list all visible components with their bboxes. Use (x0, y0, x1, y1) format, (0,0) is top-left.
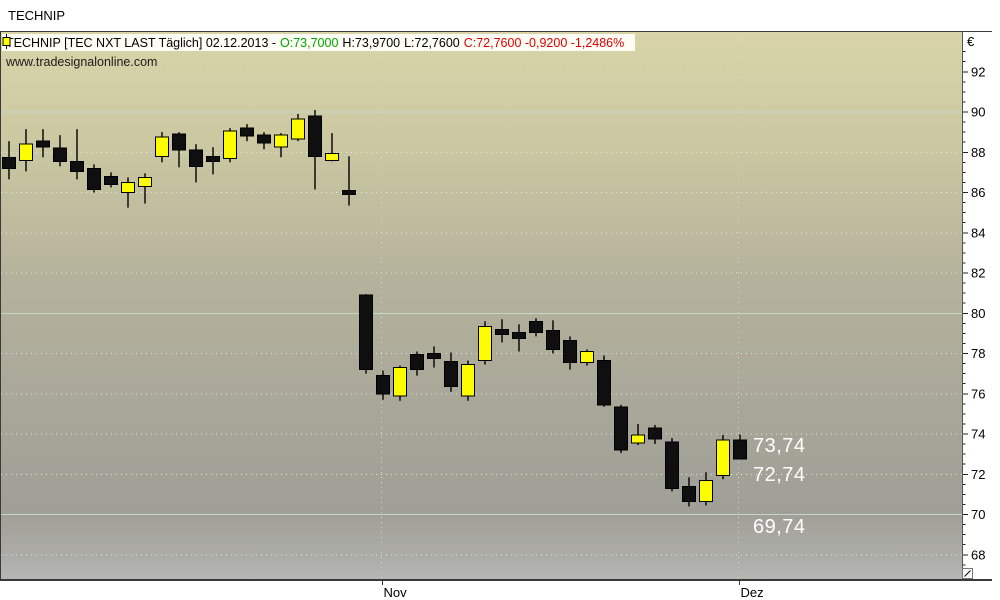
price-marker: 69,74 (753, 516, 806, 538)
candle (563, 336, 577, 370)
watermark: www.tradesignalonline.com (6, 55, 158, 69)
candle (410, 351, 424, 376)
price-tick-label: 84 (971, 225, 985, 240)
candle (189, 144, 203, 183)
candle (19, 129, 33, 172)
candle (631, 423, 645, 446)
time-tick (381, 580, 383, 585)
candle (308, 109, 322, 190)
price-tick-label: 68 (971, 547, 985, 562)
chart-container: €68 70 72 74 76 78 80 82 84 86 88 90 92 73,74 72,74 69… (0, 31, 992, 581)
info-high: H:73,9700 (342, 35, 401, 50)
price-tick-label: 90 (971, 105, 985, 120)
candle (53, 135, 67, 167)
candle (325, 133, 339, 162)
candle (495, 319, 509, 343)
candle (291, 114, 305, 142)
price-tick-label: 92 (971, 64, 985, 79)
candle (172, 132, 186, 168)
page-title: TECHNIP (8, 8, 66, 23)
price-tick-label: 82 (971, 266, 985, 281)
candle (733, 434, 747, 460)
info-open: O:73,7000 (280, 35, 339, 50)
price-tick-label: 78 (971, 346, 985, 361)
info-low: L:72,7600 (404, 35, 460, 50)
candle (104, 172, 118, 188)
candle (614, 404, 628, 454)
candle (155, 132, 169, 163)
candle (512, 324, 526, 352)
time-tick-label: Dez (740, 585, 764, 600)
candle (580, 349, 594, 366)
price-marker: 72,74 (753, 464, 806, 486)
price-marker-labels: 73,74 72,74 69,74 (753, 435, 806, 538)
time-tick (738, 580, 740, 585)
price-marker: 73,74 (753, 435, 806, 457)
time-axis[interactable]: Nov Dez (0, 580, 992, 600)
candle (546, 320, 560, 354)
info-bar: TECHNIP [TEC NXT LAST Täglich] 02.12.201… (2, 34, 636, 51)
resize-handle-icon[interactable] (962, 568, 973, 579)
candle (376, 370, 390, 400)
candle (342, 156, 356, 206)
candle (240, 124, 254, 142)
candle (682, 477, 696, 507)
month-separators (381, 32, 739, 579)
candle (36, 129, 50, 158)
candle (223, 128, 237, 163)
price-tick-label: 86 (971, 185, 985, 200)
chart-plot[interactable]: €68 70 72 74 76 78 80 82 84 86 88 90 92 73,74 72,74 69… (1, 32, 992, 579)
info-close-change: C:72,7600 -0,9200 -1,2486% (463, 35, 625, 50)
price-tick-label: 76 (971, 386, 985, 401)
candle (121, 177, 135, 208)
candle (70, 129, 84, 180)
candle (665, 438, 679, 492)
candle (138, 173, 152, 204)
plot-background (1, 32, 962, 579)
time-tick-label: Nov (383, 585, 407, 600)
candle (2, 141, 16, 180)
candle (648, 424, 662, 445)
currency-label: € (967, 34, 975, 49)
candle (206, 147, 220, 175)
price-tick-label: 72 (971, 467, 985, 482)
candle (257, 132, 271, 150)
candle (359, 294, 373, 374)
candles (2, 109, 747, 507)
candle (274, 133, 288, 158)
candle (529, 318, 543, 337)
price-axis[interactable]: €68 70 72 74 76 78 80 82 84 86 88 90 92 (962, 32, 992, 579)
candlestick-icon (2, 34, 11, 49)
price-tick-label: 80 (971, 306, 985, 321)
candle (699, 472, 713, 506)
candle (597, 355, 611, 407)
price-axis-bg (962, 32, 992, 579)
candle (393, 365, 407, 401)
candle (716, 435, 730, 480)
candle (87, 164, 101, 193)
candle (444, 352, 458, 392)
candle (427, 346, 441, 368)
candle (461, 360, 475, 401)
price-tick-label: 70 (971, 507, 985, 522)
price-tick-label: 74 (971, 427, 985, 442)
candle (478, 321, 492, 365)
price-tick-label: 88 (971, 145, 985, 160)
info-symbol-date: TECHNIP [TEC NXT LAST Täglich] 02.12.201… (6, 35, 277, 50)
